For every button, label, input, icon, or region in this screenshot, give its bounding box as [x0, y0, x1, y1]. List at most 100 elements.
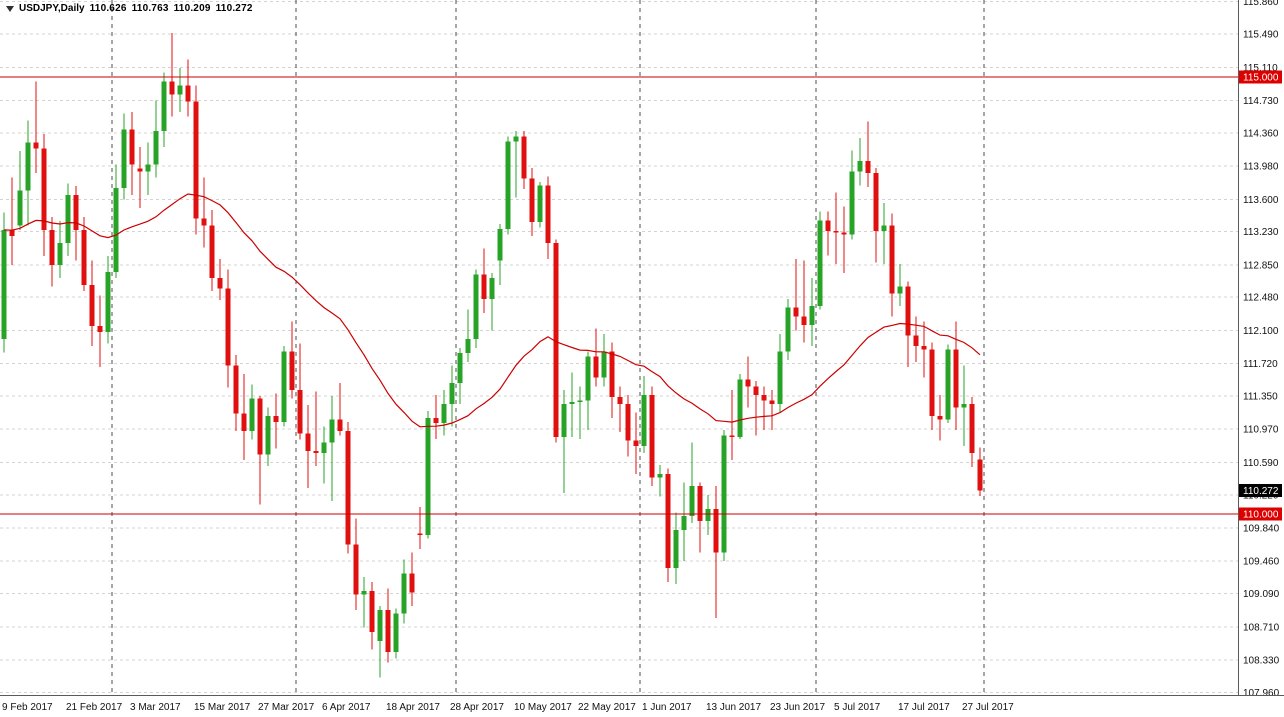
candle-body	[329, 419, 335, 443]
chart-header: USDJPY,Daily 110.626 110.763 110.209 110…	[6, 3, 253, 14]
candle-body	[321, 442, 327, 453]
candle-body	[585, 356, 591, 401]
time-axis[interactable]	[0, 695, 1284, 717]
candle-body	[361, 591, 367, 595]
candle-body	[145, 164, 151, 172]
candle-body	[905, 286, 911, 336]
moving-average-line	[3, 193, 981, 428]
candle-body	[185, 85, 191, 102]
candle-body	[457, 353, 463, 383]
candle-body	[881, 225, 887, 231]
time-axis-label: 27 Jul 2017	[962, 702, 1014, 713]
candle-body	[9, 229, 15, 236]
time-axis-label: 15 Mar 2017	[194, 702, 251, 713]
candle-body	[577, 400, 583, 403]
candle-body	[281, 351, 287, 423]
candle-body	[1, 229, 7, 340]
candle-body	[81, 229, 87, 285]
candle-body	[73, 194, 79, 230]
candle-body	[505, 141, 511, 229]
candle-body	[537, 185, 543, 223]
price-axis-label: 108.710	[1243, 622, 1280, 633]
candle-body	[113, 188, 119, 272]
one-click-trading-toggle-icon[interactable]	[6, 5, 14, 12]
candle-body	[65, 194, 71, 243]
chart-plot-area[interactable]	[0, 0, 1238, 695]
candle-body	[961, 403, 967, 408]
candle-body	[377, 610, 383, 641]
candle-body	[249, 398, 255, 431]
candle-body	[937, 416, 943, 420]
hline-price-badge-label: 110.000	[1243, 510, 1279, 521]
ohlc-close-value: 110.272	[215, 3, 253, 14]
candle-body	[433, 417, 439, 424]
price-axis-label: 115.860	[1243, 0, 1279, 8]
candle-body	[529, 178, 535, 223]
candle-body	[649, 395, 655, 478]
candle-body	[401, 573, 407, 614]
price-axis-label: 111.720	[1243, 359, 1278, 370]
candle-body	[745, 379, 751, 387]
candle-body	[105, 271, 111, 333]
candle-body	[705, 508, 711, 521]
candle-body	[385, 610, 391, 653]
candle-body	[665, 473, 671, 569]
candle-body	[49, 229, 55, 265]
candle-body	[609, 351, 615, 397]
ohlc-low-value: 110.209	[173, 3, 211, 14]
price-axis-label: 113.600	[1243, 195, 1279, 206]
candle-body	[729, 435, 735, 438]
candle-body	[201, 218, 207, 226]
candle-body	[545, 185, 551, 243]
candle-body	[121, 129, 127, 188]
time-axis-label: 6 Apr 2017	[322, 702, 371, 713]
candle-body	[409, 573, 415, 593]
candle-body	[553, 243, 559, 438]
candle-body	[889, 225, 895, 294]
price-axis-label: 109.840	[1243, 524, 1280, 535]
candle-body	[761, 395, 767, 401]
candle-body	[17, 190, 23, 226]
candle-body	[513, 136, 519, 142]
candle-body	[89, 285, 95, 327]
candle-body	[193, 101, 199, 219]
time-axis-label: 18 Apr 2017	[386, 702, 440, 713]
candle-body	[41, 148, 47, 230]
candle-body	[425, 417, 431, 535]
candle-body	[521, 136, 527, 179]
candle-body	[921, 346, 927, 350]
candle-body	[673, 529, 679, 569]
symbol-timeframe-label: USDJPY,Daily	[19, 3, 85, 14]
candle-body	[369, 591, 375, 633]
time-axis-label: 17 Jul 2017	[898, 702, 950, 713]
time-axis-label: 9 Feb 2017	[2, 702, 53, 713]
candle-body	[353, 544, 359, 595]
price-axis-label: 113.980	[1243, 162, 1279, 173]
candle-body	[153, 131, 159, 165]
ohlc-high-value: 110.763	[131, 3, 169, 14]
time-axis-label: 10 May 2017	[514, 702, 572, 713]
candle-body	[25, 142, 31, 191]
candle-body	[337, 419, 343, 431]
candle-body	[497, 229, 503, 261]
candle-body	[225, 288, 231, 366]
price-axis-label: 115.490	[1243, 30, 1279, 41]
candle-body	[657, 473, 663, 478]
candle-body	[625, 403, 631, 441]
candle-body	[561, 403, 567, 438]
price-axis[interactable]	[1238, 0, 1284, 695]
candle-body	[177, 85, 183, 95]
candle-body	[393, 613, 399, 653]
candle-body	[913, 335, 919, 347]
candle-body	[865, 160, 871, 174]
candle-body	[441, 403, 447, 424]
price-axis-label: 109.460	[1243, 557, 1280, 568]
candle-body	[481, 274, 487, 299]
candle-body	[297, 389, 303, 434]
candle-body	[633, 440, 639, 446]
candle-body	[137, 168, 143, 172]
candle-body	[945, 349, 951, 420]
candle-body	[793, 307, 799, 317]
candle-body	[417, 533, 423, 535]
